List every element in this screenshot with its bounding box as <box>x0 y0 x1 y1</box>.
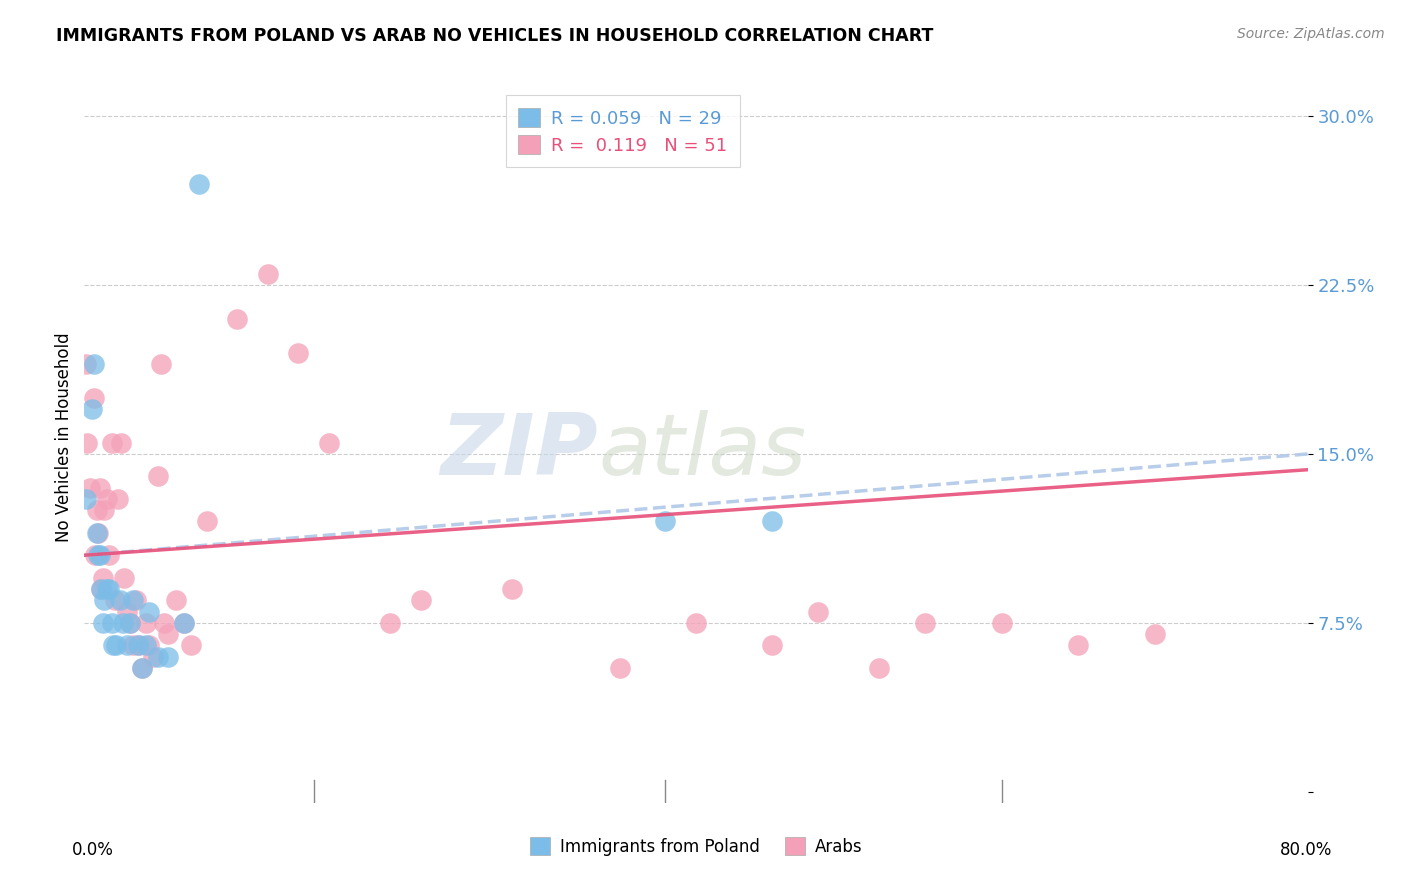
Point <box>157 649 180 664</box>
Point <box>1067 638 1090 652</box>
Point <box>105 638 128 652</box>
Point <box>108 593 131 607</box>
Point <box>79 481 101 495</box>
Point <box>122 593 145 607</box>
Point <box>380 615 402 630</box>
Point <box>93 503 115 517</box>
Point <box>125 593 148 607</box>
Point <box>103 638 125 652</box>
Point <box>107 491 129 506</box>
Point <box>112 571 135 585</box>
Legend: Immigrants from Poland, Arabs: Immigrants from Poland, Arabs <box>522 830 870 864</box>
Point <box>153 615 176 630</box>
Point <box>157 627 180 641</box>
Point <box>83 357 105 371</box>
Point <box>173 615 195 630</box>
Point <box>104 593 127 607</box>
Point <box>90 582 112 596</box>
Point <box>89 481 111 495</box>
Point <box>654 515 676 529</box>
Point <box>914 615 936 630</box>
Text: IMMIGRANTS FROM POLAND VS ARAB NO VEHICLES IN HOUSEHOLD CORRELATION CHART: IMMIGRANTS FROM POLAND VS ARAB NO VEHICL… <box>56 27 934 45</box>
Point <box>226 312 249 326</box>
Point <box>138 638 160 652</box>
Point <box>110 435 132 450</box>
Point <box>180 638 202 652</box>
Text: 80.0%: 80.0% <box>1279 841 1331 859</box>
Point <box>120 615 142 630</box>
Point <box>135 638 157 652</box>
Point <box>173 615 195 630</box>
Point <box>76 435 98 450</box>
Point <box>135 615 157 630</box>
Text: atlas: atlas <box>598 410 806 493</box>
Point <box>502 582 524 596</box>
Y-axis label: No Vehicles in Household: No Vehicles in Household <box>55 332 73 542</box>
Point <box>83 391 105 405</box>
Point <box>131 661 153 675</box>
Point <box>97 548 120 562</box>
Point <box>991 615 1014 630</box>
Point <box>146 649 169 664</box>
Point <box>761 515 783 529</box>
Point <box>91 571 114 585</box>
Point <box>609 661 631 675</box>
Point <box>165 593 187 607</box>
Text: Source: ZipAtlas.com: Source: ZipAtlas.com <box>1237 27 1385 41</box>
Point <box>149 357 172 371</box>
Point <box>111 615 134 630</box>
Point <box>120 615 142 630</box>
Point <box>96 491 118 506</box>
Point <box>101 435 124 450</box>
Point <box>87 548 110 562</box>
Point <box>75 357 97 371</box>
Point <box>90 582 112 596</box>
Point <box>89 548 111 562</box>
Point <box>409 593 432 607</box>
Point <box>685 615 707 630</box>
Point <box>80 401 103 416</box>
Point <box>1143 627 1166 641</box>
Point <box>86 503 108 517</box>
Point <box>195 515 218 529</box>
Point <box>86 525 108 540</box>
Point <box>287 345 309 359</box>
Point <box>97 582 120 596</box>
Point <box>146 469 169 483</box>
Point <box>96 582 118 596</box>
Point <box>131 661 153 675</box>
Point <box>142 649 165 664</box>
Point <box>93 593 115 607</box>
Point <box>318 435 340 450</box>
Text: 0.0%: 0.0% <box>72 841 114 859</box>
Point <box>257 267 280 281</box>
Point <box>807 605 830 619</box>
Point <box>127 638 149 652</box>
Text: ZIP: ZIP <box>440 410 598 493</box>
Point <box>128 638 150 652</box>
Point <box>84 548 107 562</box>
Point <box>75 491 97 506</box>
Point <box>91 615 114 630</box>
Point <box>115 605 138 619</box>
Point <box>115 638 138 652</box>
Point <box>138 605 160 619</box>
Point <box>87 525 110 540</box>
Point <box>188 177 211 191</box>
Point <box>869 661 891 675</box>
Point <box>122 638 145 652</box>
Point <box>101 615 124 630</box>
Point <box>761 638 783 652</box>
